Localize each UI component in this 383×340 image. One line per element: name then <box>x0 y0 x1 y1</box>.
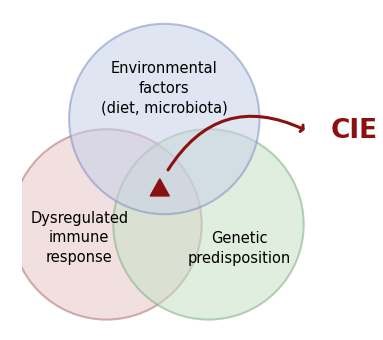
Text: Dysregulated
immune
response: Dysregulated immune response <box>30 211 128 265</box>
Text: Genetic
predisposition: Genetic predisposition <box>187 231 291 266</box>
Text: CIE: CIE <box>331 118 378 144</box>
Polygon shape <box>150 179 169 196</box>
Circle shape <box>11 129 202 320</box>
Text: Environmental
factors
(diet, microbiota): Environmental factors (diet, microbiota) <box>101 61 228 116</box>
Circle shape <box>69 24 260 214</box>
Circle shape <box>113 129 304 320</box>
